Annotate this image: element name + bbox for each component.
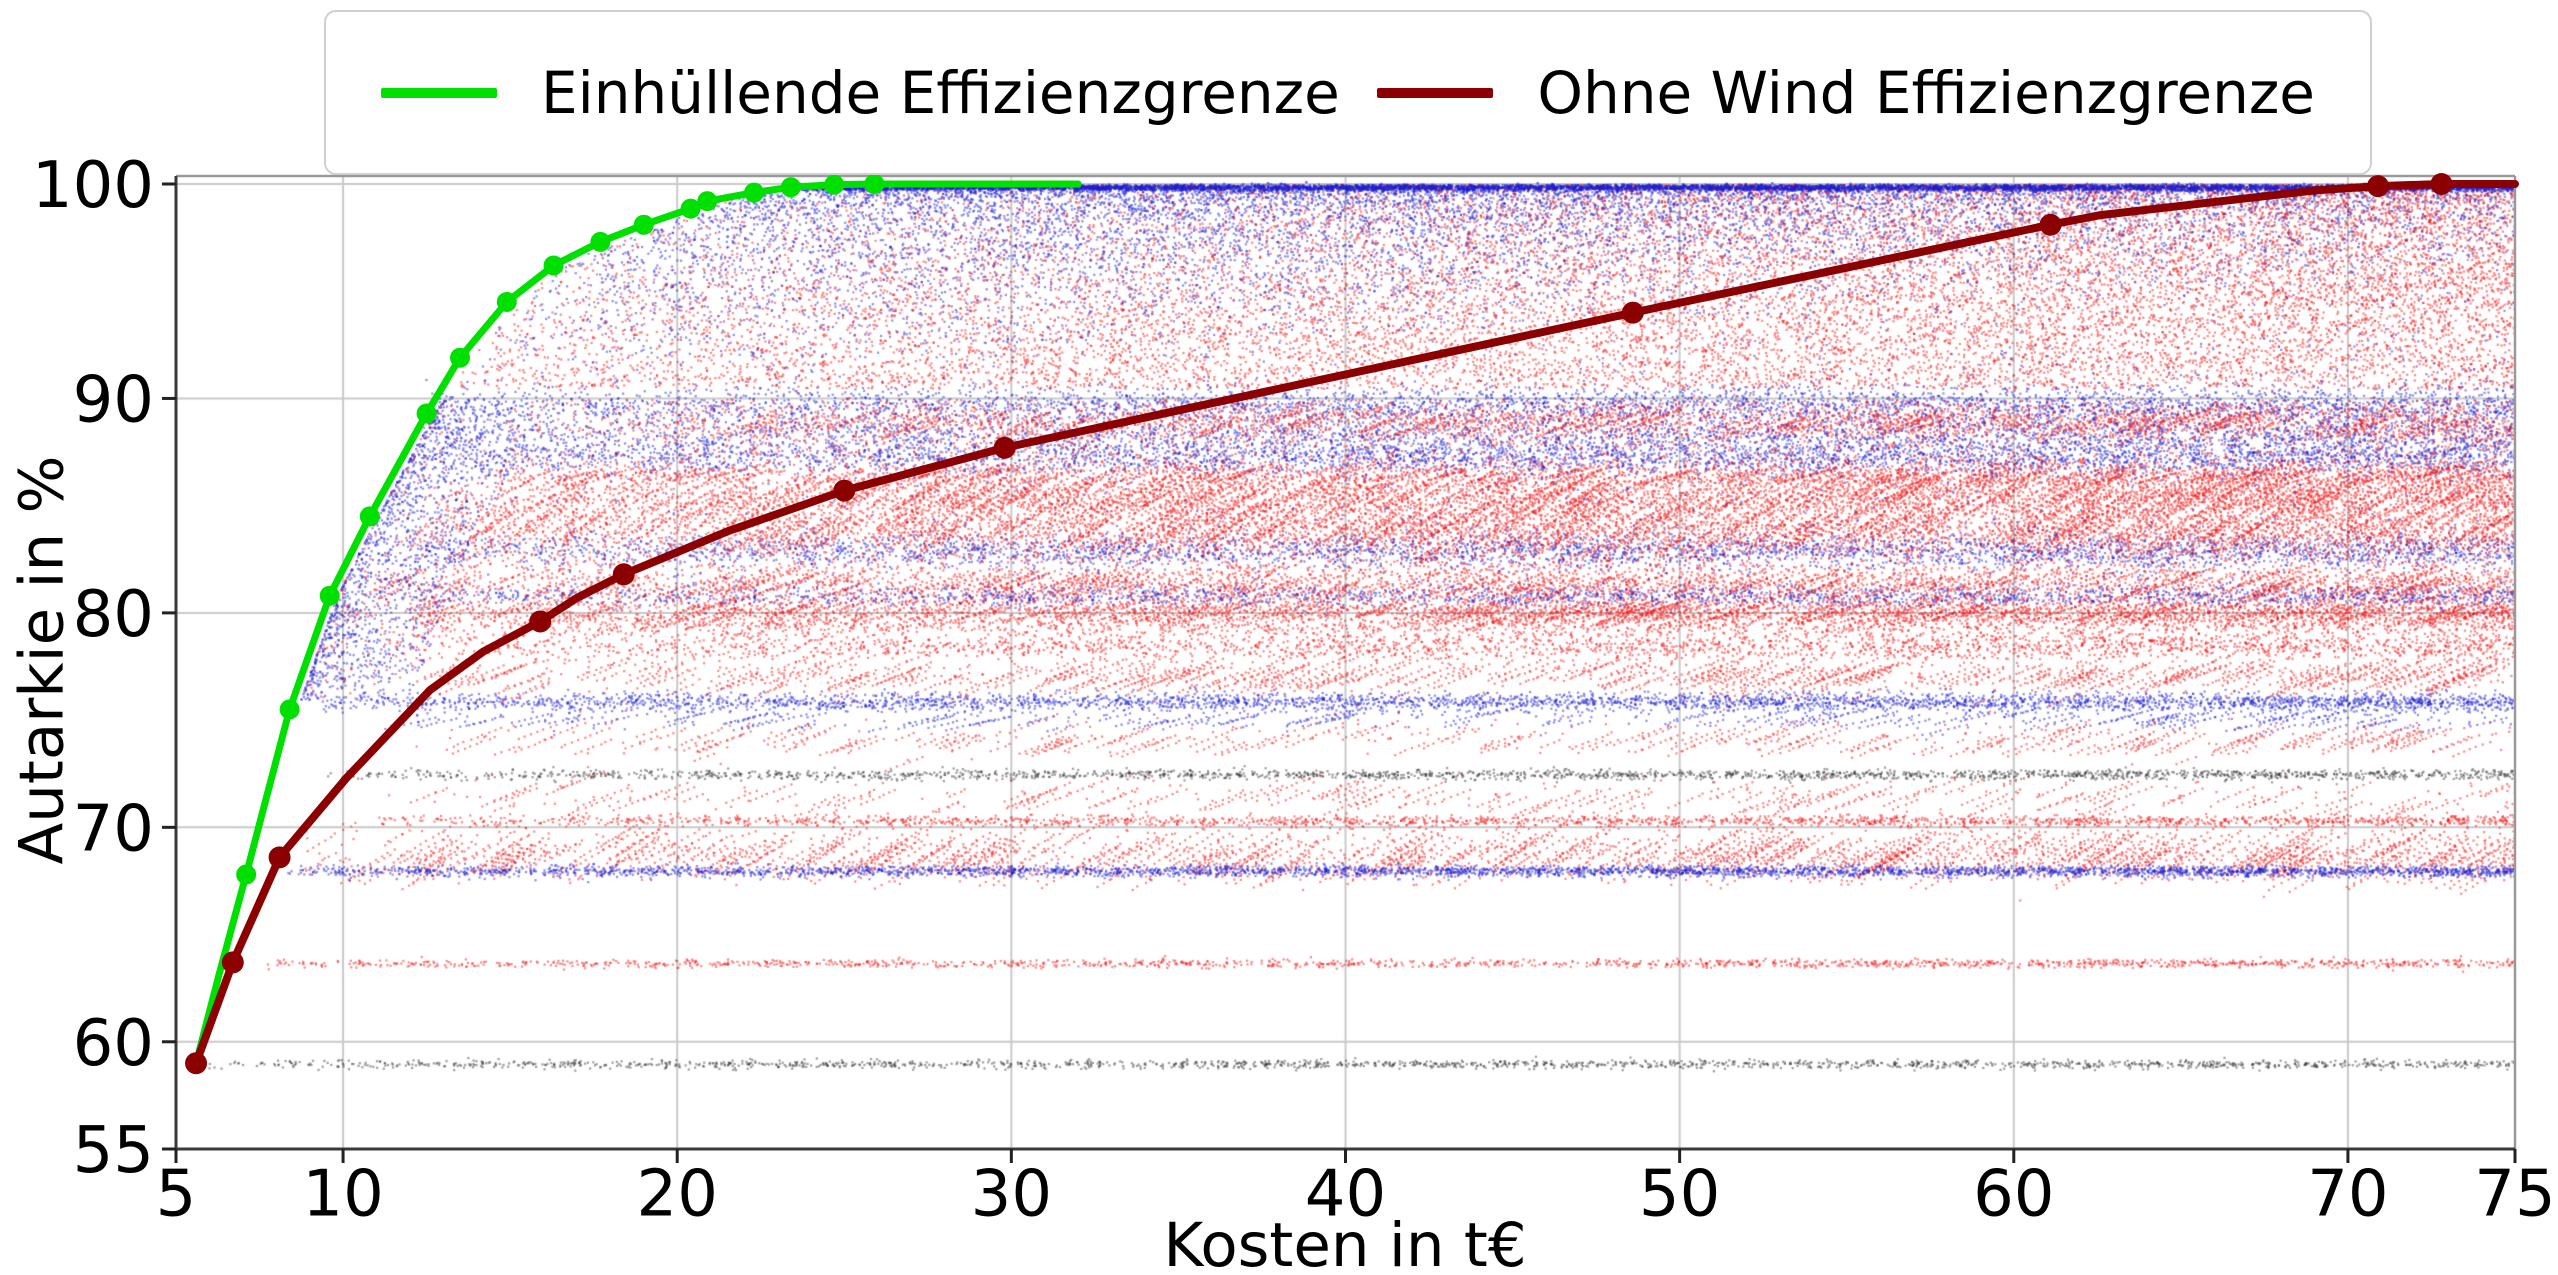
x-axis-title: Kosten in t€ — [1163, 1210, 1527, 1275]
x-tick-label: 50 — [1639, 1157, 1720, 1231]
x-tick-label: 70 — [2307, 1157, 2388, 1231]
no-wind-frontier-marker — [2367, 175, 2390, 198]
y-tick-label: 100 — [32, 149, 154, 223]
y-tick-label: 55 — [73, 1114, 154, 1188]
no-wind-frontier-marker — [268, 846, 291, 869]
y-tick-label: 80 — [73, 578, 154, 652]
y-axis-title: Autarkie in % — [6, 455, 78, 865]
envelope-frontier-marker — [697, 191, 718, 212]
no-wind-frontier-marker — [1621, 301, 1644, 324]
envelope-frontier-marker — [590, 231, 611, 252]
envelope-frontier-marker — [824, 174, 845, 195]
envelope-frontier-marker — [450, 347, 471, 368]
legend-item-envelope: Einhüllende Effizienzgrenze — [381, 59, 1340, 127]
legend-item-no-wind: Ohne Wind Effizienzgrenze — [1377, 59, 2315, 127]
no-wind-frontier-line-swatch — [1377, 87, 1494, 98]
x-tick-label: 20 — [636, 1157, 717, 1231]
envelope-frontier-marker — [864, 174, 885, 194]
x-tick-label: 75 — [2474, 1157, 2555, 1231]
x-tick-label: 30 — [971, 1157, 1052, 1231]
envelope-frontier-line-swatch — [381, 87, 497, 98]
y-tick-label: 70 — [73, 792, 154, 866]
no-wind-frontier-marker — [993, 436, 1016, 459]
no-wind-frontier-marker — [2430, 173, 2453, 195]
envelope-frontier-marker — [236, 864, 257, 885]
no-wind-frontier-marker — [833, 479, 856, 502]
no-wind-frontier-marker — [2039, 213, 2062, 236]
no-wind-frontier-line — [192, 180, 2519, 1068]
envelope-frontier-marker — [680, 198, 701, 219]
chart-legend: Einhüllende Effizienzgrenze Ohne Wind Ef… — [324, 10, 2372, 175]
legend-label-no-wind: Ohne Wind Effizienzgrenze — [1537, 58, 2315, 127]
no-wind-frontier-marker — [612, 563, 635, 586]
no-wind-frontier-marker — [529, 610, 552, 633]
envelope-frontier-marker — [359, 506, 380, 527]
no-wind-frontier-marker — [221, 951, 244, 974]
envelope-frontier-marker — [633, 214, 654, 235]
no-wind-frontier-marker — [185, 1052, 208, 1075]
legend-label-envelope: Einhüllende Effizienzgrenze — [541, 58, 1340, 127]
x-tick-label: 60 — [1973, 1157, 2054, 1231]
x-tick-label: 40 — [1305, 1157, 1386, 1231]
x-tick-label: 5 — [156, 1157, 197, 1231]
envelope-frontier-marker — [319, 585, 340, 606]
envelope-frontier-marker — [279, 699, 300, 720]
envelope-frontier-line — [192, 180, 1082, 1067]
y-tick-label: 90 — [73, 363, 154, 437]
envelope-frontier-marker — [780, 177, 801, 198]
y-tick-label: 60 — [73, 1007, 154, 1081]
envelope-frontier-marker — [496, 291, 517, 312]
envelope-frontier-marker — [543, 255, 564, 276]
envelope-frontier-marker — [416, 403, 437, 424]
envelope-frontier-marker — [744, 182, 765, 203]
x-tick-label: 10 — [302, 1157, 383, 1231]
